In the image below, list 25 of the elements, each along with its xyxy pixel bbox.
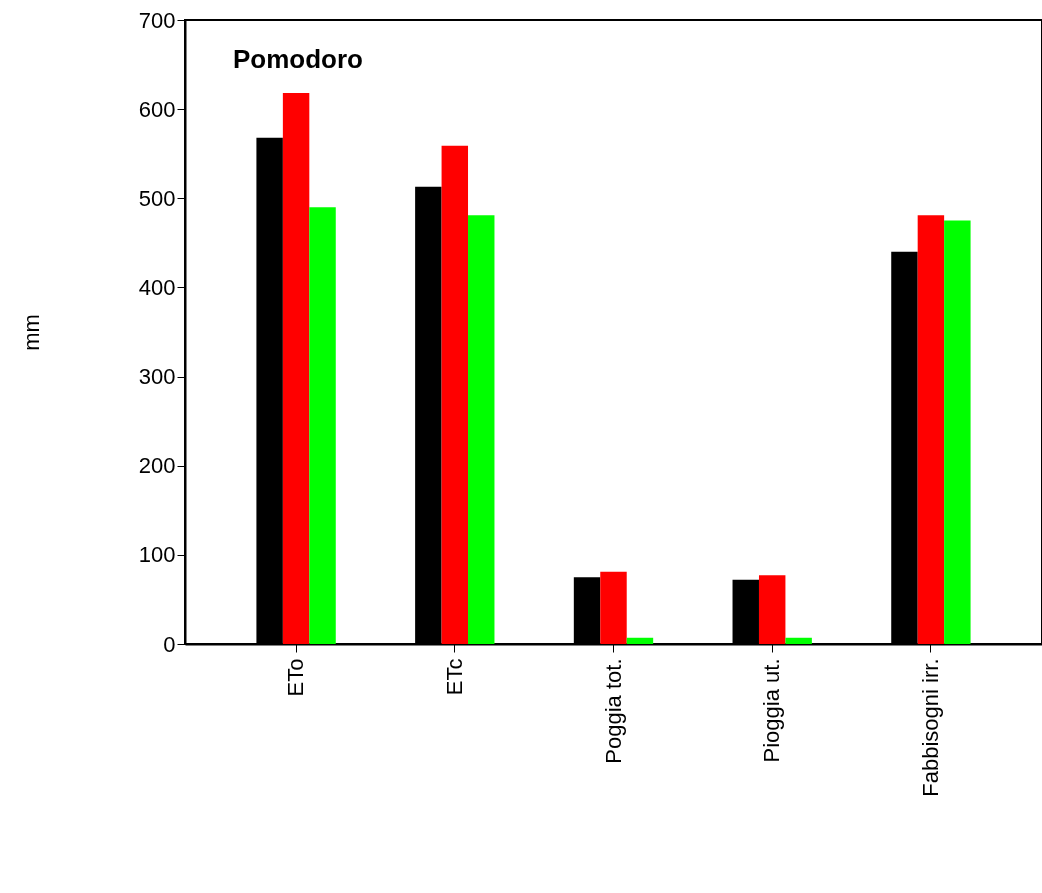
- y-tick-label: 100: [138, 542, 176, 568]
- y-tick-label: 300: [138, 364, 176, 390]
- text: Pomodoro: [233, 44, 363, 74]
- x-tick-label: ETo: [283, 658, 309, 697]
- bar: [600, 571, 627, 644]
- bar: [785, 637, 812, 644]
- bar: [944, 220, 971, 644]
- x-tick-label: Poggia tot.: [600, 658, 626, 764]
- y-tick-label: 700: [138, 7, 176, 33]
- y-tick-label: 200: [138, 453, 176, 479]
- bar: [282, 93, 310, 644]
- y-tick-label: 500: [138, 185, 176, 211]
- y-tick-label: 0: [163, 631, 176, 657]
- y-axis-title: mm: [18, 314, 44, 351]
- bar: [758, 575, 786, 644]
- bar: [468, 215, 495, 644]
- bar: [441, 145, 469, 644]
- y-tick-label: 400: [138, 274, 176, 300]
- x-tick-label: ETc: [441, 658, 467, 696]
- y-tick-label: 600: [138, 96, 176, 122]
- bar: [626, 637, 654, 644]
- bar: [309, 207, 336, 644]
- bar: [917, 215, 945, 644]
- x-tick-label: Fabbisogni irr.: [917, 658, 943, 797]
- x-tick-label: Pioggia ut.: [759, 658, 785, 763]
